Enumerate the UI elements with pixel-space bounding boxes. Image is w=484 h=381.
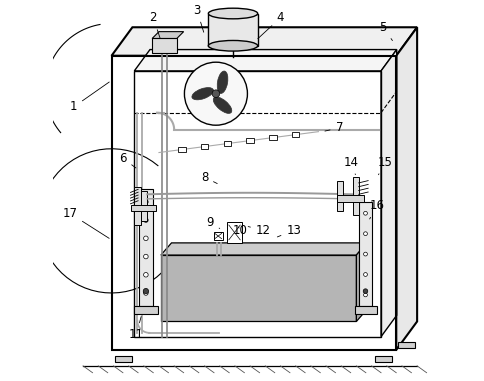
Text: 5: 5: [378, 21, 392, 40]
Bar: [359, 202, 371, 306]
Text: 12: 12: [248, 224, 271, 237]
Bar: [291, 132, 299, 137]
Polygon shape: [380, 50, 396, 337]
Circle shape: [363, 211, 367, 215]
Circle shape: [143, 200, 148, 204]
Text: 2: 2: [149, 11, 160, 38]
Text: 13: 13: [277, 224, 301, 237]
Circle shape: [143, 236, 148, 241]
Bar: [115, 356, 132, 362]
Circle shape: [363, 232, 367, 235]
Text: 9: 9: [206, 216, 219, 229]
Bar: [139, 189, 152, 306]
Polygon shape: [152, 32, 183, 38]
Circle shape: [363, 289, 367, 293]
Text: 17: 17: [62, 207, 109, 239]
Bar: [178, 147, 185, 152]
Text: 14: 14: [343, 155, 358, 174]
Bar: [337, 195, 363, 202]
Circle shape: [212, 90, 219, 98]
Bar: [397, 342, 415, 348]
Bar: [213, 232, 222, 240]
Ellipse shape: [213, 97, 231, 114]
Bar: [152, 38, 177, 53]
Text: 11: 11: [128, 317, 143, 341]
Text: 10: 10: [233, 224, 247, 237]
Bar: [246, 138, 253, 143]
Circle shape: [143, 272, 148, 277]
Circle shape: [143, 288, 148, 294]
Circle shape: [143, 218, 148, 223]
Bar: [352, 177, 358, 215]
Ellipse shape: [208, 8, 257, 19]
Bar: [130, 205, 156, 211]
Text: 8: 8: [200, 171, 217, 184]
Bar: [208, 13, 257, 46]
Bar: [161, 255, 356, 322]
Circle shape: [143, 254, 148, 259]
Bar: [134, 71, 380, 337]
Bar: [111, 56, 395, 350]
Circle shape: [363, 293, 367, 297]
Circle shape: [363, 252, 367, 256]
Polygon shape: [161, 243, 366, 255]
Text: 16: 16: [369, 199, 384, 219]
Bar: [200, 144, 208, 149]
Bar: [134, 187, 141, 225]
Text: 6: 6: [119, 152, 136, 168]
Text: 1: 1: [70, 82, 109, 114]
Polygon shape: [395, 27, 416, 350]
Bar: [141, 190, 147, 221]
Text: 4: 4: [257, 11, 284, 38]
Ellipse shape: [208, 40, 257, 51]
Text: 15: 15: [377, 155, 392, 175]
Text: 3: 3: [193, 4, 203, 32]
Text: 7: 7: [324, 122, 342, 134]
Circle shape: [184, 62, 247, 125]
Circle shape: [143, 291, 148, 295]
Polygon shape: [134, 50, 396, 71]
Bar: [337, 181, 342, 211]
Bar: [354, 306, 376, 314]
Circle shape: [363, 272, 367, 276]
Bar: [223, 141, 231, 146]
Ellipse shape: [192, 88, 213, 100]
Ellipse shape: [217, 71, 227, 93]
Bar: [227, 222, 241, 243]
Polygon shape: [356, 243, 366, 322]
Bar: [133, 306, 158, 314]
Polygon shape: [111, 27, 416, 56]
Bar: [375, 356, 392, 362]
Bar: [269, 135, 276, 140]
